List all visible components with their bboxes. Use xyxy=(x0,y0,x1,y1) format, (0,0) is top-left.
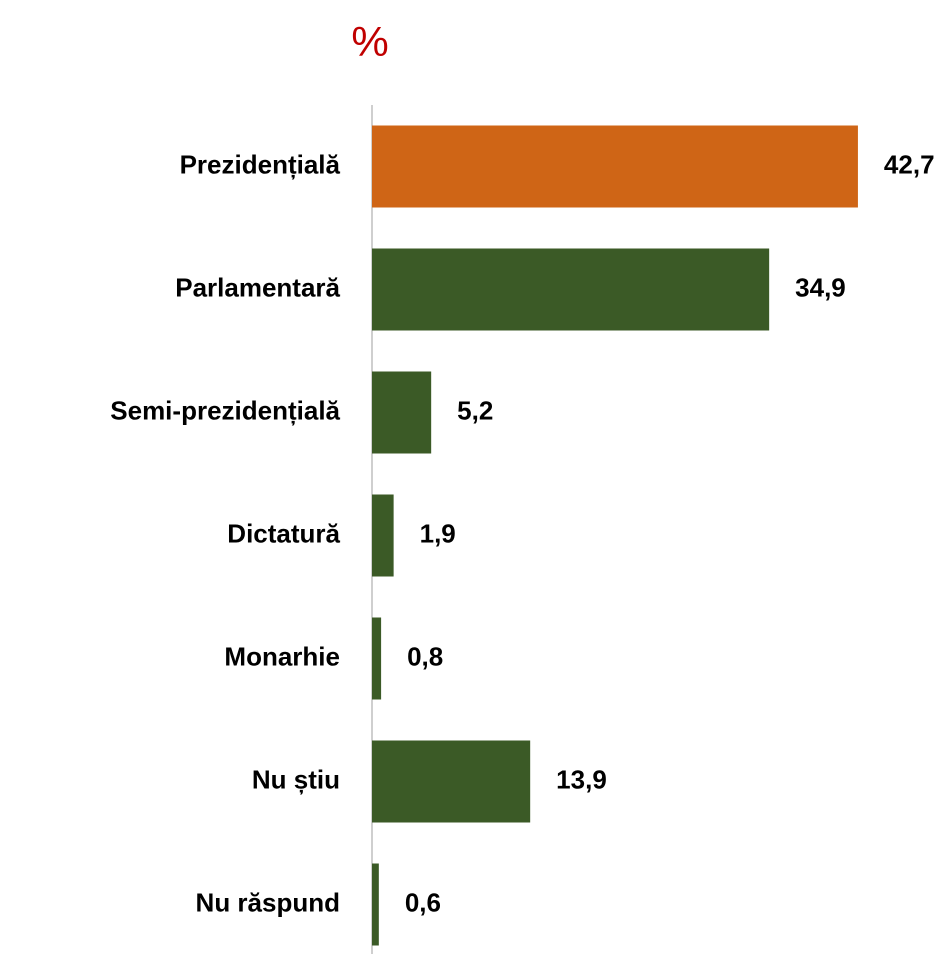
chart-title: % xyxy=(351,18,388,65)
category-label: Dictatură xyxy=(227,518,340,548)
category-label: Nu știu xyxy=(252,764,340,794)
value-label: 1,9 xyxy=(420,518,456,548)
category-label: Prezidențială xyxy=(180,149,341,179)
value-label: 5,2 xyxy=(457,395,493,425)
bar xyxy=(372,863,379,946)
value-label: 34,9 xyxy=(795,272,846,302)
category-label: Nu răspund xyxy=(196,887,340,917)
category-label: Semi-prezidențială xyxy=(110,395,340,425)
value-label: 0,8 xyxy=(407,641,443,671)
bar xyxy=(372,371,432,454)
bar xyxy=(372,740,531,823)
bar xyxy=(372,125,858,208)
value-label: 13,9 xyxy=(556,764,607,794)
bar xyxy=(372,248,770,331)
category-label: Parlamentară xyxy=(175,272,340,302)
value-label: 0,6 xyxy=(405,887,441,917)
category-label: Monarhie xyxy=(224,641,340,671)
bar xyxy=(372,617,382,700)
bar xyxy=(372,494,394,577)
value-label: 42,7 xyxy=(884,149,935,179)
